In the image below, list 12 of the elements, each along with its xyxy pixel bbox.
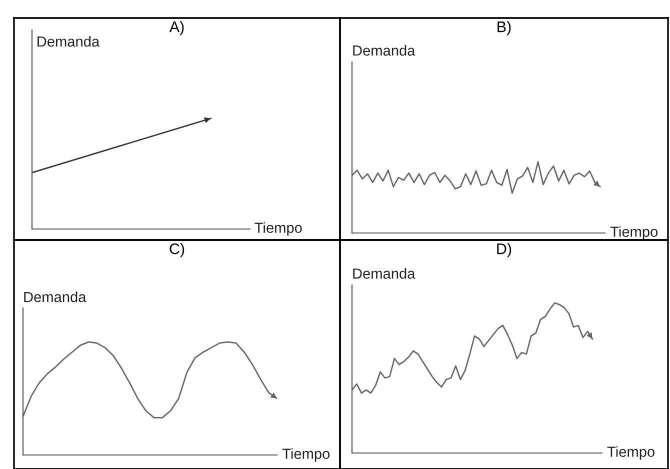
y-axis-title: Demanda [353, 268, 416, 279]
y-axis-title: Demanda [38, 36, 100, 47]
y-axis-title: Demanda [24, 291, 86, 302]
x-axis-title: Tiempo [282, 448, 330, 462]
chart-title: D) [497, 243, 512, 258]
x-axis-title: Tiempo [610, 226, 658, 240]
y-axis-title: Demanda [353, 44, 416, 56]
chart-title: B) [498, 21, 511, 36]
x-axis-title: Tiempo [254, 222, 302, 236]
chart-title: C) [170, 243, 184, 258]
chart-title: A) [169, 21, 184, 36]
x-axis-title: Tiempo [607, 446, 654, 460]
